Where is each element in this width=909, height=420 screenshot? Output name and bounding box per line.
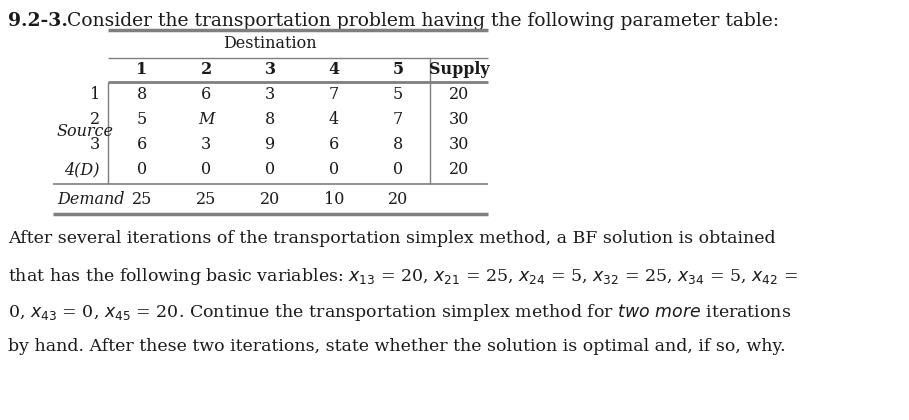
Text: by hand. After these two iterations, state whether the solution is optimal and, : by hand. After these two iterations, sta… bbox=[8, 338, 785, 355]
Text: 20: 20 bbox=[449, 86, 469, 103]
Text: Destination: Destination bbox=[224, 36, 317, 52]
Text: 5: 5 bbox=[137, 111, 147, 128]
Text: Supply: Supply bbox=[429, 61, 489, 79]
Text: 5: 5 bbox=[393, 86, 403, 103]
Text: 6: 6 bbox=[329, 136, 339, 153]
Text: 8: 8 bbox=[137, 86, 147, 103]
Text: 8: 8 bbox=[265, 111, 275, 128]
Text: 3: 3 bbox=[201, 136, 211, 153]
Text: 9.2-3.: 9.2-3. bbox=[8, 12, 68, 30]
Text: 30: 30 bbox=[449, 111, 469, 128]
Text: 4: 4 bbox=[328, 61, 340, 79]
Text: Source: Source bbox=[57, 123, 114, 141]
Text: 4(D): 4(D) bbox=[65, 161, 100, 178]
Text: 3: 3 bbox=[265, 61, 275, 79]
Text: 25: 25 bbox=[195, 191, 216, 207]
Text: 20: 20 bbox=[388, 191, 408, 207]
Text: 2: 2 bbox=[200, 61, 212, 79]
Text: 30: 30 bbox=[449, 136, 469, 153]
Text: 0, $x_{43}$ = 0, $x_{45}$ = 20. Continue the transportation simplex method for $: 0, $x_{43}$ = 0, $x_{45}$ = 20. Continue… bbox=[8, 302, 792, 323]
Text: Demand: Demand bbox=[57, 191, 125, 207]
Text: 20: 20 bbox=[260, 191, 280, 207]
Text: 0: 0 bbox=[329, 161, 339, 178]
Text: 2: 2 bbox=[90, 111, 100, 128]
Text: 20: 20 bbox=[449, 161, 469, 178]
Text: 0: 0 bbox=[393, 161, 403, 178]
Text: 5: 5 bbox=[393, 61, 404, 79]
Text: that has the following basic variables: $x_{13}$ = 20, $x_{21}$ = 25, $x_{24}$ =: that has the following basic variables: … bbox=[8, 266, 798, 287]
Text: 7: 7 bbox=[393, 111, 403, 128]
Text: 3: 3 bbox=[90, 136, 100, 153]
Text: After several iterations of the transportation simplex method, a BF solution is : After several iterations of the transpor… bbox=[8, 230, 775, 247]
Text: 25: 25 bbox=[132, 191, 152, 207]
Text: 1: 1 bbox=[90, 86, 100, 103]
Text: 0: 0 bbox=[265, 161, 275, 178]
Text: 0: 0 bbox=[201, 161, 211, 178]
Text: 6: 6 bbox=[201, 86, 211, 103]
Text: 7: 7 bbox=[329, 86, 339, 103]
Text: 0: 0 bbox=[137, 161, 147, 178]
Text: 6: 6 bbox=[137, 136, 147, 153]
Text: Consider the transportation problem having the following parameter table:: Consider the transportation problem havi… bbox=[61, 12, 779, 30]
Text: M: M bbox=[198, 111, 215, 128]
Text: 8: 8 bbox=[393, 136, 403, 153]
Text: 1: 1 bbox=[136, 61, 147, 79]
Text: 4: 4 bbox=[329, 111, 339, 128]
Text: 3: 3 bbox=[265, 86, 275, 103]
Text: 10: 10 bbox=[324, 191, 345, 207]
Text: 9: 9 bbox=[265, 136, 275, 153]
